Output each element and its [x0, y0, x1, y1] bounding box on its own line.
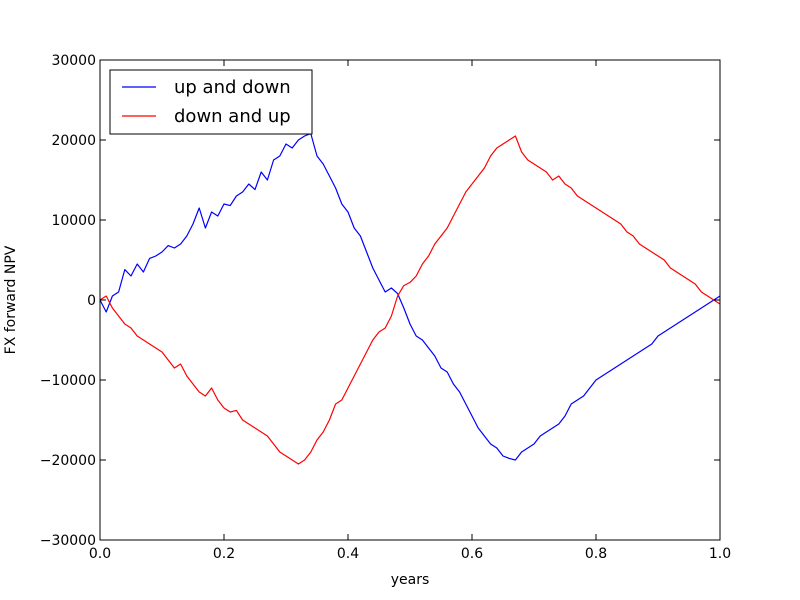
- series-line-2: [99, 135, 721, 465]
- series-layer: [99, 133, 721, 465]
- tick-layer: 0.0 0.2 0.4 0.6 0.8 1.0 −30000 −20000 −10000 0 100…: [40, 53, 731, 562]
- series-line-1: [99, 133, 721, 461]
- y-tick-label: 20000: [51, 133, 96, 149]
- legend-label: up and down: [174, 77, 291, 98]
- y-tick-label: 10000: [51, 213, 96, 229]
- legend-box: [109, 69, 313, 135]
- x-tick-label: 0.8: [585, 546, 607, 562]
- legend: up and down down and up: [109, 69, 313, 135]
- y-axis-label: FX forward NPV: [3, 245, 19, 354]
- x-tick-label: 0.4: [337, 546, 359, 562]
- legend-label: down and up: [174, 106, 291, 127]
- y-tick-label: −20000: [40, 453, 96, 469]
- y-tick-label: −30000: [40, 533, 96, 549]
- y-tick-label: 30000: [51, 53, 96, 69]
- x-tick-label: 0.0: [89, 546, 111, 562]
- x-tick-label: 0.2: [213, 546, 235, 562]
- x-tick-label: 0.6: [461, 546, 483, 562]
- x-axis-label: years: [391, 572, 430, 588]
- y-tick-label: −10000: [40, 373, 96, 389]
- x-tick-label: 1.0: [709, 546, 731, 562]
- y-tick-label: 0: [87, 293, 96, 309]
